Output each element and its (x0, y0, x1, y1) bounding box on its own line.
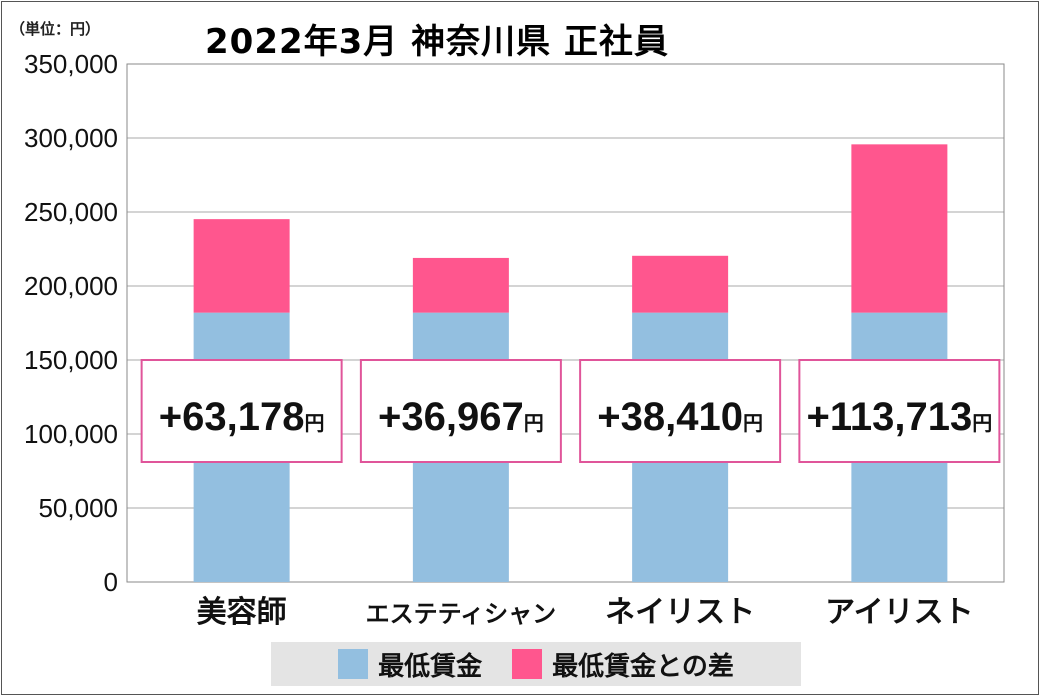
plot-area (126, 63, 1005, 583)
difference-annotation: +36,967円 (378, 395, 544, 439)
legend-swatch-difference (512, 649, 543, 679)
legend-label-difference: 最低賃金との差 (552, 651, 734, 682)
unit-label: （単位：円） (10, 20, 101, 38)
difference-annotation-box (140, 359, 343, 463)
y-tick-label: 0 (104, 567, 118, 597)
legend-swatch-min-wage (338, 649, 369, 679)
x-category-label: アイリスト (825, 595, 974, 630)
x-category-label: ネイリスト (605, 595, 755, 630)
bar-difference (193, 219, 290, 313)
x-category-label: エステティシャン (366, 600, 557, 628)
legend-item-difference: 最低賃金との差 (512, 646, 734, 683)
y-tick-label: 350,000 (24, 49, 118, 79)
legend-item-min-wage: 最低賃金 (338, 646, 482, 683)
y-tick-label: 250,000 (24, 197, 118, 227)
bar-difference (632, 255, 729, 313)
chart-title: 2022年3月 神奈川県 正社員 (205, 22, 669, 62)
y-tick-label: 50,000 (38, 493, 118, 523)
difference-annotation: +63,178円 (159, 395, 325, 439)
y-tick-label: 100,000 (24, 419, 118, 449)
difference-annotation: +38,410円 (597, 395, 763, 439)
bar-difference (412, 257, 509, 313)
y-tick-label: 150,000 (24, 345, 118, 375)
difference-annotation: +113,713円 (807, 395, 993, 439)
legend: 最低賃金 最低賃金との差 (271, 642, 801, 686)
x-category-label: 美容師 (197, 595, 287, 630)
bar-difference (851, 144, 948, 313)
difference-annotation-box (579, 359, 782, 463)
y-tick-label: 300,000 (24, 123, 118, 153)
difference-annotation-box (359, 359, 562, 463)
y-tick-label: 200,000 (24, 271, 118, 301)
legend-label-min-wage: 最低賃金 (378, 651, 483, 682)
difference-annotation-box (798, 359, 1001, 463)
